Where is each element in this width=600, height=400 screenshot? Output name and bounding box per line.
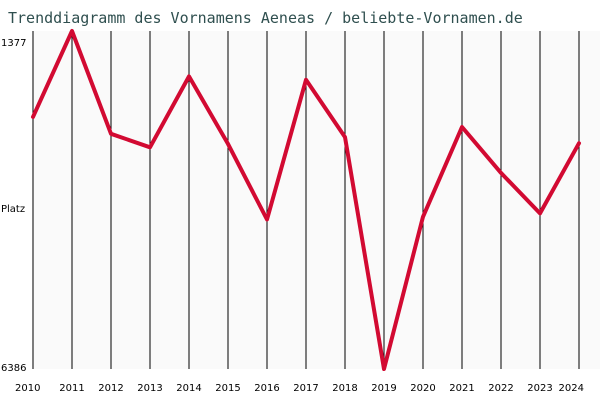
x-tick-label-2021: 2021 [449, 383, 474, 394]
series-points [31, 29, 581, 371]
data-point-2011 [70, 29, 74, 33]
data-point-2012 [109, 132, 113, 136]
x-tick-label-2024: 2024 [559, 383, 584, 394]
x-tick-label-2018: 2018 [332, 383, 357, 394]
x-tick-label-2020: 2020 [410, 383, 435, 394]
x-tick-label-2017: 2017 [293, 383, 318, 394]
x-tick-label-2022: 2022 [488, 383, 513, 394]
data-point-2021 [460, 125, 464, 129]
data-point-2010 [31, 115, 35, 119]
data-point-2024 [577, 141, 581, 145]
data-point-2019 [382, 367, 386, 371]
data-point-2013 [148, 145, 152, 149]
x-tick-label-2019: 2019 [371, 383, 396, 394]
vertical-gridlines [32, 31, 580, 369]
data-point-2018 [343, 135, 347, 139]
y-tick-label-bottom: 6386 [1, 363, 26, 374]
x-tick-label-2013: 2013 [137, 383, 162, 394]
data-point-2015 [226, 142, 230, 146]
data-point-2017 [304, 78, 308, 82]
x-tick-label-2011: 2011 [59, 383, 84, 394]
x-tick-label-2016: 2016 [254, 383, 279, 394]
data-point-2020 [421, 215, 425, 219]
plot-background [32, 31, 600, 369]
x-tick-label-2015: 2015 [215, 383, 240, 394]
x-tick-labels: 2010 2011 2012 2013 2014 2015 2016 2017 2018 2019… [15, 383, 584, 394]
chart-title: Trenddiagramm des Vornamens Aeneas / bel… [8, 9, 523, 27]
x-tick-label-2010: 2010 [15, 383, 40, 394]
y-tick-label-top: 1377 [1, 38, 26, 49]
x-tick-label-2023: 2023 [527, 383, 552, 394]
data-point-2014 [187, 74, 191, 78]
data-point-2016 [265, 217, 269, 221]
data-point-2022 [499, 171, 503, 175]
data-point-2023 [538, 211, 542, 215]
x-tick-label-2014: 2014 [176, 383, 201, 394]
x-tick-label-2012: 2012 [98, 383, 123, 394]
y-axis-label: Platz [1, 204, 25, 215]
